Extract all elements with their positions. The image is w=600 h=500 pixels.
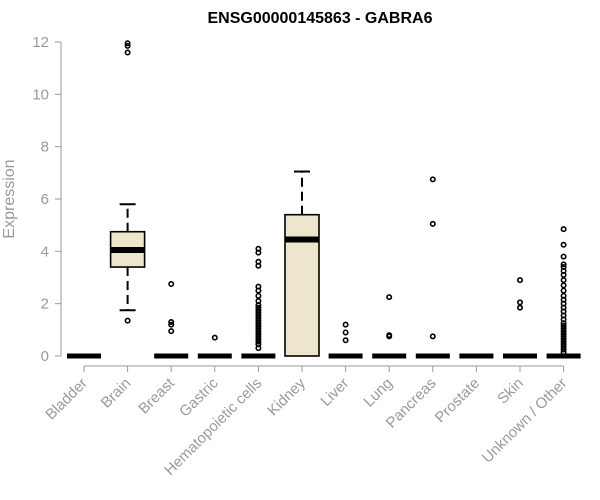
outlier-point xyxy=(560,277,567,284)
x-tick-label: Breast xyxy=(135,374,178,417)
box-group xyxy=(503,277,537,359)
outlier-point xyxy=(255,341,262,348)
box-group xyxy=(197,334,232,359)
x-tick-label: Lung xyxy=(360,375,396,411)
outlier-point xyxy=(516,277,523,284)
outlier-point xyxy=(255,322,262,329)
outlier-point xyxy=(560,322,567,329)
outlier-point xyxy=(560,292,567,299)
x-tick-label: Brain xyxy=(98,375,135,412)
box-group xyxy=(109,40,146,324)
outlier-point xyxy=(255,245,262,252)
outlier-point xyxy=(255,304,262,311)
outlier-point xyxy=(560,338,567,345)
outlier-point xyxy=(255,328,262,335)
outlier-point xyxy=(124,42,131,49)
y-tick-label: 10 xyxy=(32,86,49,103)
x-tick-label: Liver xyxy=(317,375,352,410)
outlier-point xyxy=(255,338,262,345)
outlier-point xyxy=(560,261,567,268)
x-tick-label: Kidney xyxy=(264,374,309,419)
outlier-point xyxy=(560,282,567,289)
outlier-point xyxy=(560,226,567,233)
box-group xyxy=(372,294,407,359)
outlier-point xyxy=(560,333,567,340)
outlier-point xyxy=(255,292,262,299)
outlier-point xyxy=(386,332,393,339)
chart-title: ENSG00000145863 - GABRA6 xyxy=(207,10,432,27)
outlier-point xyxy=(560,346,567,353)
outlier-point xyxy=(516,304,523,311)
outlier-point xyxy=(255,312,262,319)
outlier-point xyxy=(255,335,262,342)
y-tick-label: 6 xyxy=(41,191,49,208)
y-tick-label: 4 xyxy=(41,243,49,260)
outlier-point xyxy=(255,330,262,337)
outlier-point xyxy=(560,325,567,332)
outlier-point xyxy=(255,317,262,324)
outlier-point xyxy=(124,40,131,47)
box-group xyxy=(546,226,581,359)
outlier-point xyxy=(255,283,262,290)
outlier-point xyxy=(429,176,436,183)
outlier-point xyxy=(560,253,567,260)
outlier-point xyxy=(255,315,262,322)
outlier-point xyxy=(560,335,567,342)
outlier-point xyxy=(255,320,262,327)
outlier-point xyxy=(560,264,567,271)
outlier-point xyxy=(560,328,567,335)
outlier-point xyxy=(560,341,567,348)
x-tick-label: Prostate xyxy=(432,375,484,427)
outlier-point xyxy=(168,281,175,288)
outlier-point xyxy=(560,241,567,248)
boxes xyxy=(67,40,581,359)
outlier-point xyxy=(342,321,349,328)
outlier-point xyxy=(560,349,567,356)
outlier-point xyxy=(429,333,436,340)
box-group xyxy=(328,321,363,359)
outlier-point xyxy=(560,343,567,350)
outlier-point xyxy=(168,328,175,335)
outlier-point xyxy=(560,287,567,294)
outlier-point xyxy=(255,333,262,340)
y-tick-label: 12 xyxy=(32,34,49,51)
y-tick-label: 8 xyxy=(41,139,49,156)
outlier-point xyxy=(560,330,567,337)
box xyxy=(284,213,320,357)
outlier-point xyxy=(211,334,218,341)
outlier-point xyxy=(255,307,262,314)
x-tick-label: Skin xyxy=(494,375,527,408)
box-group xyxy=(241,245,276,359)
outlier-point xyxy=(255,298,262,305)
outlier-point xyxy=(255,258,262,265)
y-tick-label: 2 xyxy=(41,296,49,313)
y-axis: 0 2 4 6 8 10 12 xyxy=(32,34,62,365)
x-tick-label: Bladder xyxy=(42,375,91,424)
outlier-point xyxy=(124,317,131,324)
box-group xyxy=(415,176,450,359)
outlier-point xyxy=(124,49,131,56)
outlier-point xyxy=(342,337,349,344)
outlier-point xyxy=(168,318,175,325)
box-group xyxy=(154,281,189,359)
outlier-point xyxy=(429,220,436,227)
outlier-point xyxy=(168,321,175,328)
outlier-point xyxy=(516,299,523,306)
outlier-point xyxy=(255,325,262,332)
y-tick-label: 0 xyxy=(41,348,49,365)
y-axis-label: Expression xyxy=(1,159,18,238)
box-group xyxy=(284,170,320,357)
outlier-point xyxy=(342,329,349,336)
outlier-point xyxy=(255,309,262,316)
outlier-point xyxy=(386,294,393,301)
